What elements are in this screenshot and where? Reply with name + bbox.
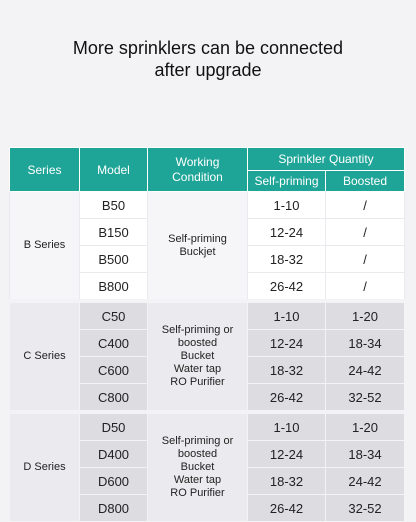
working-condition-cell: Self-priming or boosted Bucket Water tap RO … bbox=[147, 410, 248, 522]
table-row: B Series B50 Self-priming Buckjet 1-10/ bbox=[9, 191, 405, 302]
table-row: D Series D50 Self-priming or boosted Bucket W… bbox=[9, 410, 405, 522]
table-row: B500 18-32/ bbox=[10, 245, 405, 273]
header-working-line-1: Working bbox=[175, 154, 220, 169]
self-priming-quantity-cell: 26-42 bbox=[247, 494, 326, 522]
model-cell: D50 bbox=[79, 410, 148, 441]
model-cell: C400 bbox=[79, 329, 148, 357]
condition-line: Bucket bbox=[180, 461, 215, 473]
model-cell: B500 bbox=[79, 245, 148, 273]
header-sprinkler-quantity: Sprinkler Quantity bbox=[247, 147, 405, 171]
series-cell: D Series bbox=[9, 410, 80, 522]
boosted-quantity-cell: 24-42 bbox=[325, 467, 405, 495]
self-priming-quantity-cell: 12-24 bbox=[247, 218, 326, 246]
condition-line: RO Purifier bbox=[170, 487, 225, 499]
boosted-quantity-cell: 24-42 bbox=[325, 356, 405, 384]
header-boosted: Boosted bbox=[325, 170, 405, 192]
self-priming-quantity-cell: 1-10 bbox=[247, 410, 326, 441]
page-headline: More sprinklers can be connected after u… bbox=[0, 37, 416, 81]
model-cell: B150 bbox=[79, 218, 148, 246]
header-working-line-2: Condition bbox=[172, 169, 223, 184]
self-priming-quantity-cell: 1-10 bbox=[247, 191, 326, 219]
condition-line: Bucket bbox=[180, 350, 215, 362]
sprinkler-spec-table: Series Model Working Condition Sprinkler… bbox=[9, 147, 405, 522]
self-priming-quantity-cell: 1-10 bbox=[247, 299, 326, 330]
table-row: B150 12-24/ bbox=[10, 218, 405, 246]
boosted-quantity-cell: / bbox=[325, 218, 405, 246]
header-model: Model bbox=[79, 147, 148, 192]
self-priming-quantity-cell: 26-42 bbox=[247, 383, 326, 413]
working-condition-cell: Self-priming Buckjet bbox=[147, 191, 248, 302]
condition-line: Water tap bbox=[173, 474, 222, 486]
boosted-quantity-cell: 1-20 bbox=[325, 299, 405, 330]
condition-line: Buckjet bbox=[179, 245, 216, 258]
self-priming-quantity-cell: 18-32 bbox=[247, 356, 326, 384]
table-row: B800 26-42/ bbox=[10, 272, 405, 302]
self-priming-quantity-cell: 26-42 bbox=[247, 272, 326, 302]
series-cell: B Series bbox=[9, 191, 80, 302]
condition-line: RO Purifier bbox=[170, 376, 225, 388]
boosted-quantity-cell: 1-20 bbox=[325, 410, 405, 441]
header-working-condition: Working Condition bbox=[147, 147, 248, 192]
condition-line: boosted bbox=[177, 337, 218, 349]
header-self-priming: Self-priming bbox=[247, 170, 326, 192]
self-priming-quantity-cell: 18-32 bbox=[247, 467, 326, 495]
table-row: C800 26-42 32-52 bbox=[10, 383, 405, 413]
boosted-quantity-cell: / bbox=[325, 272, 405, 302]
series-cell: C Series bbox=[9, 299, 80, 413]
boosted-quantity-cell: / bbox=[325, 245, 405, 273]
condition-line: Self-priming bbox=[168, 232, 227, 245]
self-priming-quantity-cell: 12-24 bbox=[247, 440, 326, 468]
headline-line-2: after upgrade bbox=[154, 60, 262, 80]
model-cell: B50 bbox=[79, 191, 148, 219]
self-priming-quantity-cell: 18-32 bbox=[247, 245, 326, 273]
boosted-quantity-cell: 18-34 bbox=[325, 440, 405, 468]
working-condition-cell: Self-priming or boosted Bucket Water tap RO … bbox=[147, 299, 248, 413]
model-cell: D800 bbox=[79, 494, 148, 522]
boosted-quantity-cell: / bbox=[325, 191, 405, 219]
boosted-quantity-cell: 18-34 bbox=[325, 329, 405, 357]
table-row: C600 18-32 24-42 bbox=[10, 356, 405, 384]
condition-line: Self-priming or bbox=[161, 324, 234, 336]
table-row: C Series C50 Self-priming or boosted Bucket W… bbox=[9, 299, 405, 413]
model-cell: D400 bbox=[79, 440, 148, 468]
table-body: B Series B50 Self-priming Buckjet 1-10/B150 1… bbox=[9, 191, 405, 522]
headline-line-1: More sprinklers can be connected bbox=[72, 38, 344, 58]
condition-line: Self-priming or bbox=[161, 435, 234, 447]
boosted-quantity-cell: 32-52 bbox=[325, 494, 405, 522]
condition-line: Water tap bbox=[173, 363, 222, 375]
table-row: C400 12-24 18-34 bbox=[10, 329, 405, 357]
model-cell: C800 bbox=[79, 383, 148, 413]
table-row: D600 18-32 24-42 bbox=[10, 467, 405, 495]
model-cell: C600 bbox=[79, 356, 148, 384]
self-priming-quantity-cell: 12-24 bbox=[247, 329, 326, 357]
model-cell: D600 bbox=[79, 467, 148, 495]
boosted-quantity-cell: 32-52 bbox=[325, 383, 405, 413]
model-cell: C50 bbox=[79, 299, 148, 330]
model-cell: B800 bbox=[79, 272, 148, 302]
header-series: Series bbox=[9, 147, 80, 192]
condition-line: boosted bbox=[177, 448, 218, 460]
